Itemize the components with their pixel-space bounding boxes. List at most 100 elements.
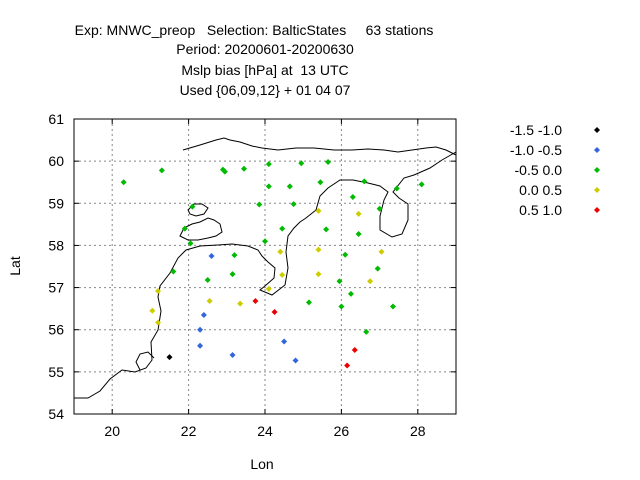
station-point — [349, 193, 356, 200]
station-point — [393, 185, 400, 192]
legend-marker — [594, 147, 600, 153]
station-point — [204, 276, 211, 283]
station-points — [120, 158, 425, 369]
station-point — [336, 278, 343, 285]
legend-marker — [594, 167, 600, 173]
station-point — [197, 342, 204, 349]
station-point — [265, 183, 272, 190]
station-point — [197, 326, 204, 333]
station-point — [347, 290, 354, 297]
station-point — [374, 265, 381, 272]
station-point — [252, 298, 259, 305]
y-tick-label: 57 — [48, 280, 64, 296]
station-point — [265, 285, 272, 292]
y-tick-label: 59 — [48, 195, 64, 211]
y-tick-label: 56 — [48, 322, 64, 338]
x-tick-label: 20 — [104, 423, 120, 439]
station-point — [158, 167, 165, 174]
station-point — [170, 268, 177, 275]
y-tick-label: 61 — [48, 111, 64, 127]
station-point — [206, 298, 213, 305]
legend-marker — [594, 187, 600, 193]
island-saaremaa — [179, 217, 223, 241]
legend-marker — [594, 127, 600, 133]
station-point — [378, 248, 385, 255]
axis-ticks: 20 22 24 26 28 54 55 56 57 58 59 60 61 — [48, 111, 456, 439]
island-hiiumaa — [187, 203, 209, 217]
station-point — [342, 251, 349, 258]
chart-title-line-3: Mslp bias [hPa] at 13 UTC — [181, 62, 349, 78]
station-point — [338, 303, 345, 310]
station-point — [355, 210, 362, 217]
station-point — [200, 311, 207, 318]
x-tick-label: 28 — [410, 423, 426, 439]
legend-marker — [594, 207, 600, 213]
station-point — [149, 307, 156, 314]
station-point — [237, 300, 244, 307]
chart-title-line-1: Exp: MNWC_preop Selection: BalticStates … — [74, 22, 434, 38]
station-point — [355, 231, 362, 238]
x-axis-label: Lon — [250, 456, 273, 472]
station-point — [229, 271, 236, 278]
y-tick-label: 60 — [48, 153, 64, 169]
station-point — [351, 346, 358, 353]
station-point — [325, 158, 332, 165]
station-point — [279, 271, 286, 278]
station-point — [292, 357, 299, 364]
station-point — [265, 161, 272, 168]
station-point — [166, 354, 173, 361]
station-point — [298, 160, 305, 167]
legend: -1.5 -1.0 -1.0 -0.5 -0.5 0.0 0.0 0.5 0.5 1.0 — [510, 122, 600, 218]
station-point — [271, 309, 278, 316]
coastline-spit — [135, 351, 155, 371]
station-point — [281, 338, 288, 345]
coastline-north — [182, 137, 457, 156]
x-tick-label: 22 — [181, 423, 197, 439]
station-point — [315, 271, 322, 278]
station-point — [323, 226, 330, 233]
station-point — [187, 240, 194, 247]
station-point — [317, 179, 324, 186]
x-tick-label: 26 — [334, 423, 350, 439]
station-point — [120, 179, 127, 186]
station-point — [305, 299, 312, 306]
chart-title-line-2: Period: 20200601-20200630 — [176, 41, 354, 57]
station-point — [208, 252, 215, 259]
station-point — [256, 201, 263, 208]
station-point — [277, 248, 284, 255]
station-point — [290, 201, 297, 208]
station-point — [286, 183, 293, 190]
station-point — [389, 303, 396, 310]
station-point — [229, 352, 236, 358]
station-point — [367, 278, 374, 285]
grid-lines — [74, 119, 456, 414]
station-point — [231, 252, 238, 259]
station-point — [315, 207, 322, 214]
legend-label: -1.5 -1.0 — [510, 122, 562, 138]
station-point — [221, 168, 228, 175]
station-point — [418, 181, 425, 188]
legend-label: -1.0 -0.5 — [510, 142, 562, 158]
y-tick-label: 58 — [48, 237, 64, 253]
station-point — [363, 328, 370, 335]
station-point — [376, 205, 383, 212]
station-point — [279, 225, 286, 232]
station-point — [189, 203, 196, 210]
y-tick-label: 54 — [48, 406, 64, 422]
y-tick-label: 55 — [48, 364, 64, 380]
chart-title-line-4: Used {06,09,12} + 01 04 07 — [179, 82, 351, 98]
legend-label: -0.5 0.0 — [515, 162, 563, 178]
station-point — [240, 165, 247, 172]
station-point — [181, 225, 188, 232]
station-point — [155, 287, 162, 294]
x-tick-label: 24 — [257, 423, 273, 439]
station-point — [155, 319, 162, 326]
y-axis-label: Lat — [7, 256, 23, 276]
station-point — [262, 238, 268, 245]
legend-label: 0.0 0.5 — [519, 182, 562, 198]
station-point — [344, 362, 351, 369]
station-point — [315, 246, 322, 253]
legend-label: 0.5 1.0 — [519, 202, 562, 218]
station-point — [361, 178, 368, 185]
